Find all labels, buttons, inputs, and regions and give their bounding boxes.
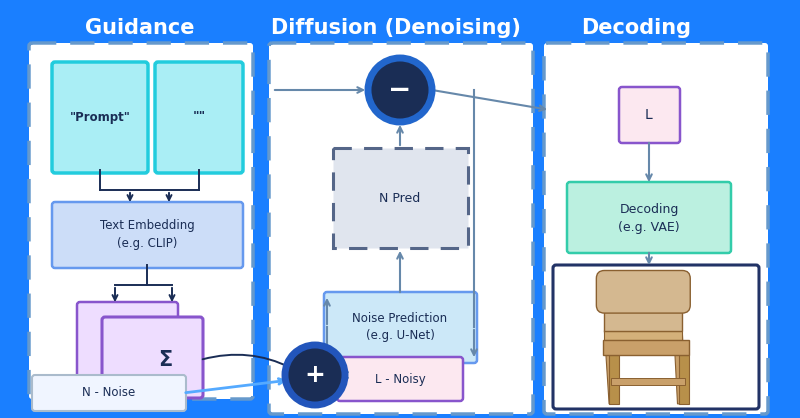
- Polygon shape: [679, 354, 689, 404]
- Polygon shape: [603, 340, 689, 354]
- Polygon shape: [604, 290, 682, 331]
- FancyBboxPatch shape: [619, 87, 680, 143]
- Polygon shape: [674, 331, 686, 404]
- FancyBboxPatch shape: [333, 148, 468, 248]
- FancyBboxPatch shape: [324, 292, 477, 363]
- FancyBboxPatch shape: [269, 43, 533, 414]
- Text: Noise Prediction
(e.g. U-Net): Noise Prediction (e.g. U-Net): [353, 311, 447, 342]
- FancyBboxPatch shape: [567, 182, 731, 253]
- Circle shape: [285, 345, 345, 405]
- Text: "Prompt": "Prompt": [70, 110, 130, 123]
- FancyBboxPatch shape: [553, 265, 759, 409]
- Text: L: L: [645, 108, 653, 122]
- FancyBboxPatch shape: [337, 357, 463, 401]
- Text: Σ: Σ: [158, 350, 172, 370]
- Text: Guidance: Guidance: [86, 18, 194, 38]
- FancyBboxPatch shape: [52, 62, 148, 173]
- FancyBboxPatch shape: [155, 62, 243, 173]
- Text: +: +: [305, 363, 326, 387]
- Text: Decoding: Decoding: [581, 18, 691, 38]
- Polygon shape: [611, 378, 685, 385]
- Text: "": "": [192, 110, 206, 123]
- FancyBboxPatch shape: [544, 43, 768, 414]
- FancyBboxPatch shape: [29, 43, 253, 399]
- Text: Diffusion (Denoising): Diffusion (Denoising): [271, 18, 521, 38]
- Text: L - Noisy: L - Noisy: [374, 372, 426, 385]
- Polygon shape: [609, 354, 618, 404]
- Text: N - Noise: N - Noise: [82, 387, 136, 400]
- Polygon shape: [604, 331, 618, 404]
- Text: −: −: [388, 76, 412, 104]
- Text: Decoding
(e.g. VAE): Decoding (e.g. VAE): [618, 202, 680, 234]
- FancyBboxPatch shape: [102, 317, 203, 398]
- Text: Text Embedding
(e.g. CLIP): Text Embedding (e.g. CLIP): [100, 219, 194, 250]
- Text: N Pred: N Pred: [379, 191, 421, 204]
- Polygon shape: [604, 331, 682, 340]
- Circle shape: [368, 58, 432, 122]
- FancyBboxPatch shape: [596, 270, 690, 313]
- FancyBboxPatch shape: [77, 302, 178, 383]
- FancyBboxPatch shape: [52, 202, 243, 268]
- FancyBboxPatch shape: [32, 375, 186, 411]
